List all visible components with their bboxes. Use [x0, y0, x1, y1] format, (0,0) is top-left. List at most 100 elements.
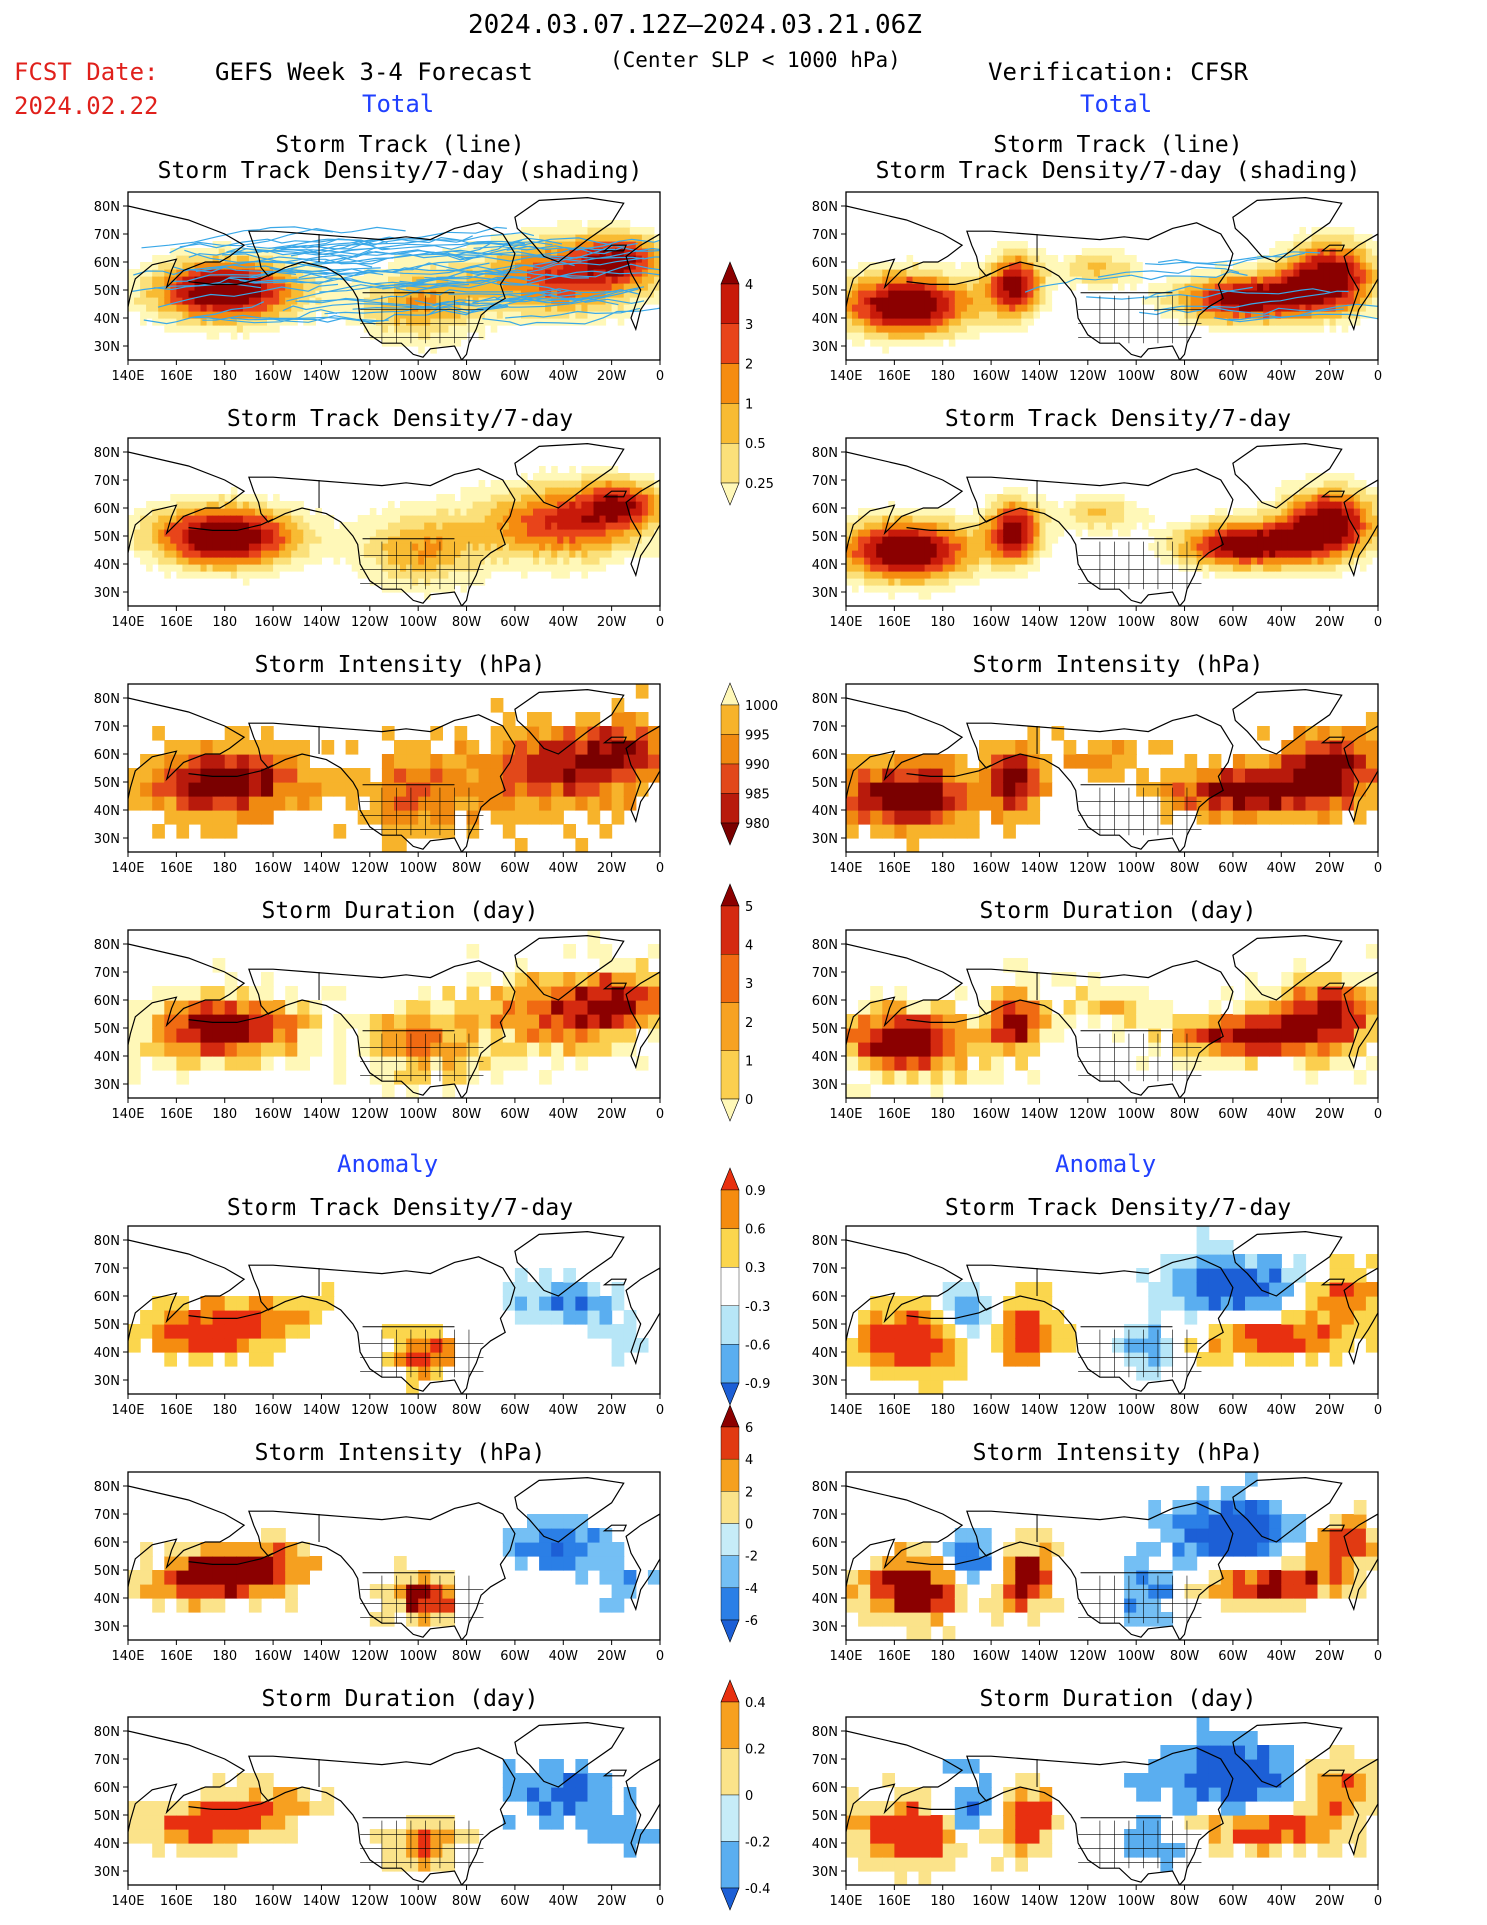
lat-tick-label: 80N — [812, 1480, 838, 1495]
panel-title-r1b: Storm Track Density/7-day (shading) — [875, 158, 1361, 184]
panel-title-l7: Storm Duration (day) — [261, 1686, 539, 1712]
lat-tick-label: 80N — [812, 938, 838, 953]
lon-tick-label: 20W — [1315, 1107, 1345, 1122]
lon-tick-label: 60W — [1218, 369, 1248, 384]
storm-track-line — [184, 249, 373, 268]
lon-tick-label: 60W — [1218, 1649, 1248, 1664]
storm-track-line — [1024, 271, 1248, 293]
lat-tick-label: 50N — [94, 530, 120, 545]
colorbar-label: -0.6 — [745, 1338, 770, 1353]
date-range-title: 2024.03.07.12Z–2024.03.21.06Z — [468, 10, 922, 40]
lon-tick-label: 80W — [1170, 615, 1200, 630]
map-panel-r2-c1: 80N 70N 60N 50N 40N 30N 140E 160E 180 160W 140W 120… — [94, 437, 664, 630]
map-frame — [127, 1225, 661, 1395]
storm-track-line — [497, 288, 618, 304]
colorbar-label: 3 — [745, 977, 753, 992]
lat-tick-label: 50N — [812, 1809, 838, 1824]
storm-track-line — [132, 271, 297, 292]
colorbar-label: 0.2 — [745, 1743, 766, 1758]
lon-tick-label: 180 — [212, 1107, 237, 1122]
lon-tick-label: 80W — [452, 1403, 482, 1418]
map-frame — [127, 437, 661, 607]
lon-tick-label: 180 — [212, 615, 237, 630]
colorbar-label: 0.6 — [745, 1223, 766, 1238]
storm-track-line — [1154, 290, 1349, 312]
lat-tick-label: 60N — [812, 1781, 838, 1796]
lon-tick-label: 80W — [452, 861, 482, 876]
lon-tick-label: 160W — [972, 369, 1010, 384]
lon-tick-label: 60W — [1218, 615, 1248, 630]
lon-tick-label: 140E — [829, 615, 862, 630]
lon-tick-label: 120W — [351, 1403, 389, 1418]
lon-tick-label: 140E — [829, 861, 862, 876]
lon-tick-label: 40W — [549, 861, 579, 876]
lon-tick-label: 120W — [1069, 369, 1107, 384]
colorbar-density_anom: 0.9 0.6 0.3 -0.3 -0.6 -0.9 — [720, 1167, 770, 1406]
lon-tick-label: 0 — [1374, 1403, 1382, 1418]
map-panel-r1-c1: 80N 70N 60N 50N 40N 30N 140E 160E 180 160W 140W 120… — [94, 191, 664, 384]
lat-tick-label: 40N — [812, 558, 838, 573]
storm-track-line — [143, 301, 265, 325]
lon-tick-label: 140W — [303, 369, 341, 384]
lat-tick-label: 60N — [94, 256, 120, 271]
lat-tick-label: 30N — [812, 340, 838, 355]
colorbar-label: -4 — [745, 1582, 758, 1597]
left-column-title: GEFS Week 3-4 Forecast — [215, 58, 533, 86]
map-panel-r3-c2: 80N 70N 60N 50N 40N 30N 140E 160E 180 160W 140W 120… — [812, 683, 1382, 876]
lon-tick-label: 160W — [254, 1894, 292, 1909]
lon-tick-label: 40W — [1267, 861, 1297, 876]
lon-tick-label: 140W — [1021, 861, 1059, 876]
storm-track-line — [1228, 303, 1378, 321]
lon-tick-label: 20W — [597, 615, 627, 630]
colorbar-label: 995 — [745, 729, 770, 744]
lat-tick-label: 80N — [812, 200, 838, 215]
lon-tick-label: 140W — [1021, 369, 1059, 384]
lat-tick-label: 80N — [812, 446, 838, 461]
lon-tick-label: 60W — [500, 1894, 530, 1909]
lon-tick-label: 120W — [351, 861, 389, 876]
storm-track-line — [246, 238, 374, 249]
lon-tick-label: 160W — [972, 1403, 1010, 1418]
map-panel-r6-c1: 80N 70N 60N 50N 40N 30N 140E 160E 180 160W 140W 120… — [94, 1471, 664, 1664]
lon-tick-label: 60W — [1218, 1107, 1248, 1122]
storm-track-line — [230, 249, 479, 260]
colorbar-label: 0.5 — [745, 437, 766, 452]
lat-tick-label: 50N — [94, 776, 120, 791]
lon-tick-label: 20W — [597, 1107, 627, 1122]
lon-tick-label: 160E — [160, 1894, 193, 1909]
lon-tick-label: 160W — [254, 1403, 292, 1418]
lon-tick-label: 180 — [930, 369, 955, 384]
lon-tick-label: 0 — [1374, 1107, 1382, 1122]
lat-tick-label: 40N — [812, 312, 838, 327]
lon-tick-label: 100W — [1117, 369, 1155, 384]
lat-tick-label: 60N — [94, 748, 120, 763]
lon-tick-label: 100W — [399, 1649, 437, 1664]
lon-tick-label: 100W — [399, 861, 437, 876]
colorbar-label: -2 — [745, 1550, 758, 1565]
lat-tick-label: 80N — [812, 1725, 838, 1740]
lon-tick-label: 80W — [1170, 1107, 1200, 1122]
lat-tick-label: 30N — [94, 832, 120, 847]
lon-tick-label: 180 — [930, 861, 955, 876]
right-anomaly-label: Anomaly — [1055, 1150, 1157, 1178]
lat-tick-label: 30N — [812, 1865, 838, 1880]
lat-tick-label: 70N — [94, 1508, 120, 1523]
panel-title-r6: Storm Intensity (hPa) — [972, 1440, 1264, 1466]
lon-tick-label: 40W — [549, 1894, 579, 1909]
lon-tick-label: 120W — [351, 1894, 389, 1909]
lat-tick-label: 40N — [812, 804, 838, 819]
storm-track-line — [276, 240, 525, 256]
map-frame — [127, 1471, 661, 1641]
lon-tick-label: 140E — [829, 1649, 862, 1664]
storm-track-line — [226, 235, 473, 253]
lat-tick-label: 80N — [94, 692, 120, 707]
panel-title-l1b: Storm Track Density/7-day (shading) — [157, 158, 643, 184]
left-total-label: Total — [362, 90, 435, 118]
lon-tick-label: 80W — [452, 1894, 482, 1909]
storm-track-line — [434, 290, 570, 305]
lat-tick-label: 50N — [94, 1318, 120, 1333]
lat-tick-label: 70N — [812, 966, 838, 981]
lon-tick-label: 40W — [549, 615, 579, 630]
lon-tick-label: 120W — [1069, 1894, 1107, 1909]
